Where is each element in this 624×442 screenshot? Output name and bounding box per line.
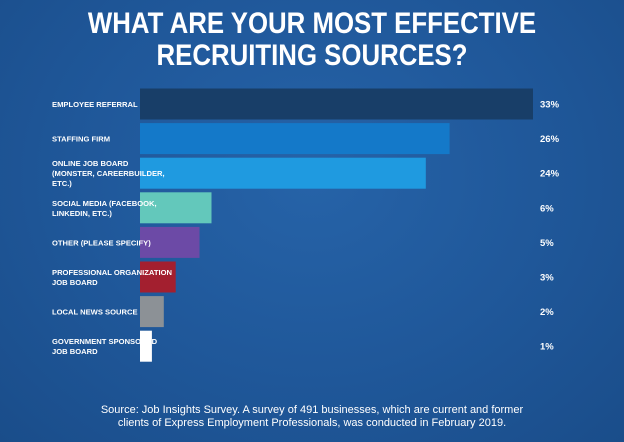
chart-title: WHAT ARE YOUR MOST EFFECTIVE RECRUITING … [44,8,581,72]
bar-3 [140,157,426,189]
category-label-6: PROFESSIONAL ORGANIZATION JOB BOARD [52,268,172,287]
value-label-3: 24% [540,169,560,180]
bar-8 [140,330,152,362]
bar-1 [140,88,533,120]
bar-2 [140,123,450,155]
bar-6 [140,261,176,293]
value-label-2: 26% [540,134,560,145]
category-label-5: OTHER (PLEASE SPECIFY) [52,238,151,247]
bar-4 [140,192,212,224]
category-label-7: LOCAL NEWS SOURCE [52,308,138,317]
value-label-1: 33% [540,100,560,111]
source-line-2: clients of Express Employment Profession… [117,417,507,429]
source-line-1: Source: Job Insights Survey. A survey of… [100,404,524,416]
chart-title-line-1: WHAT ARE YOUR MOST EFFECTIVE [87,7,537,40]
value-label-4: 6% [540,203,554,214]
value-label-7: 2% [540,307,554,318]
bar-5 [140,226,200,258]
value-label-8: 1% [540,342,554,353]
category-label-8: GOVERNMENT SPONSORED JOB BOARD [52,337,158,356]
source-note: Source: Job Insights Survey. A survey of… [0,404,624,430]
category-label-3: ONLINE JOB BOARD (MONSTER, CAREERBUILDER,… [52,159,165,188]
category-label-2: STAFFING FIRM [52,135,110,144]
value-label-6: 3% [540,273,554,284]
value-label-5: 5% [540,238,554,249]
category-label-4: SOCIAL MEDIA (FACEBOOK, LINKEDIN, ETC.) [52,199,157,218]
bar-7 [140,296,164,328]
chart-title-line-2: RECRUITING SOURCES? [156,39,468,72]
category-label-1: EMPLOYEE REFERRAL [52,100,138,109]
